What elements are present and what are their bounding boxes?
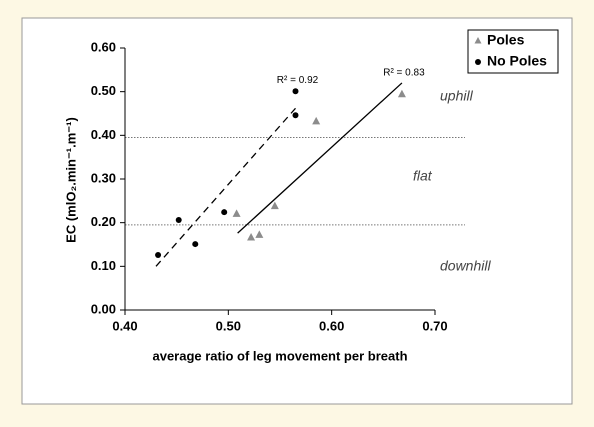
point: [155, 251, 162, 258]
y-tick-label: 0.30: [91, 170, 116, 185]
x-axis-title: average ratio of leg movement per breath: [152, 348, 407, 363]
legend-label: Poles: [487, 32, 525, 48]
point: [221, 209, 228, 216]
y-tick-label: 0.50: [91, 83, 116, 98]
point: [247, 233, 256, 241]
point: [232, 209, 241, 217]
point: [192, 241, 199, 248]
y-tick-label: 0.40: [91, 127, 116, 142]
point: [292, 112, 299, 119]
point: [292, 88, 299, 95]
r-squared-label: R² = 0.83: [383, 68, 425, 79]
point: [397, 89, 406, 98]
point: [270, 201, 279, 210]
y-tick-label: 0.10: [91, 258, 116, 273]
legend-label: No Poles: [487, 53, 547, 69]
x-tick-label: 0.50: [216, 318, 241, 333]
x-tick-label: 0.40: [112, 318, 137, 333]
point: [175, 217, 182, 224]
annotation: downhill: [440, 258, 491, 274]
x-tick-label: 0.70: [422, 318, 447, 333]
chart-frame: [21, 17, 573, 405]
legend-marker: [475, 59, 481, 65]
r-squared-label: R² = 0.92: [277, 75, 319, 86]
y-tick-label: 0.20: [91, 214, 116, 229]
y-tick-label: 0.60: [91, 39, 116, 54]
point: [255, 230, 264, 238]
point: [312, 116, 321, 125]
x-tick-label: 0.60: [319, 318, 344, 333]
y-tick-label: 0.00: [91, 301, 116, 316]
y-axis-title: EC (mlO₂.min⁻¹.m⁻¹): [63, 117, 78, 243]
annotation: uphill: [440, 88, 474, 104]
annotation: flat: [413, 168, 433, 184]
legend-box: [467, 29, 559, 74]
legend-marker: [474, 37, 482, 44]
trend-line: [237, 82, 403, 234]
